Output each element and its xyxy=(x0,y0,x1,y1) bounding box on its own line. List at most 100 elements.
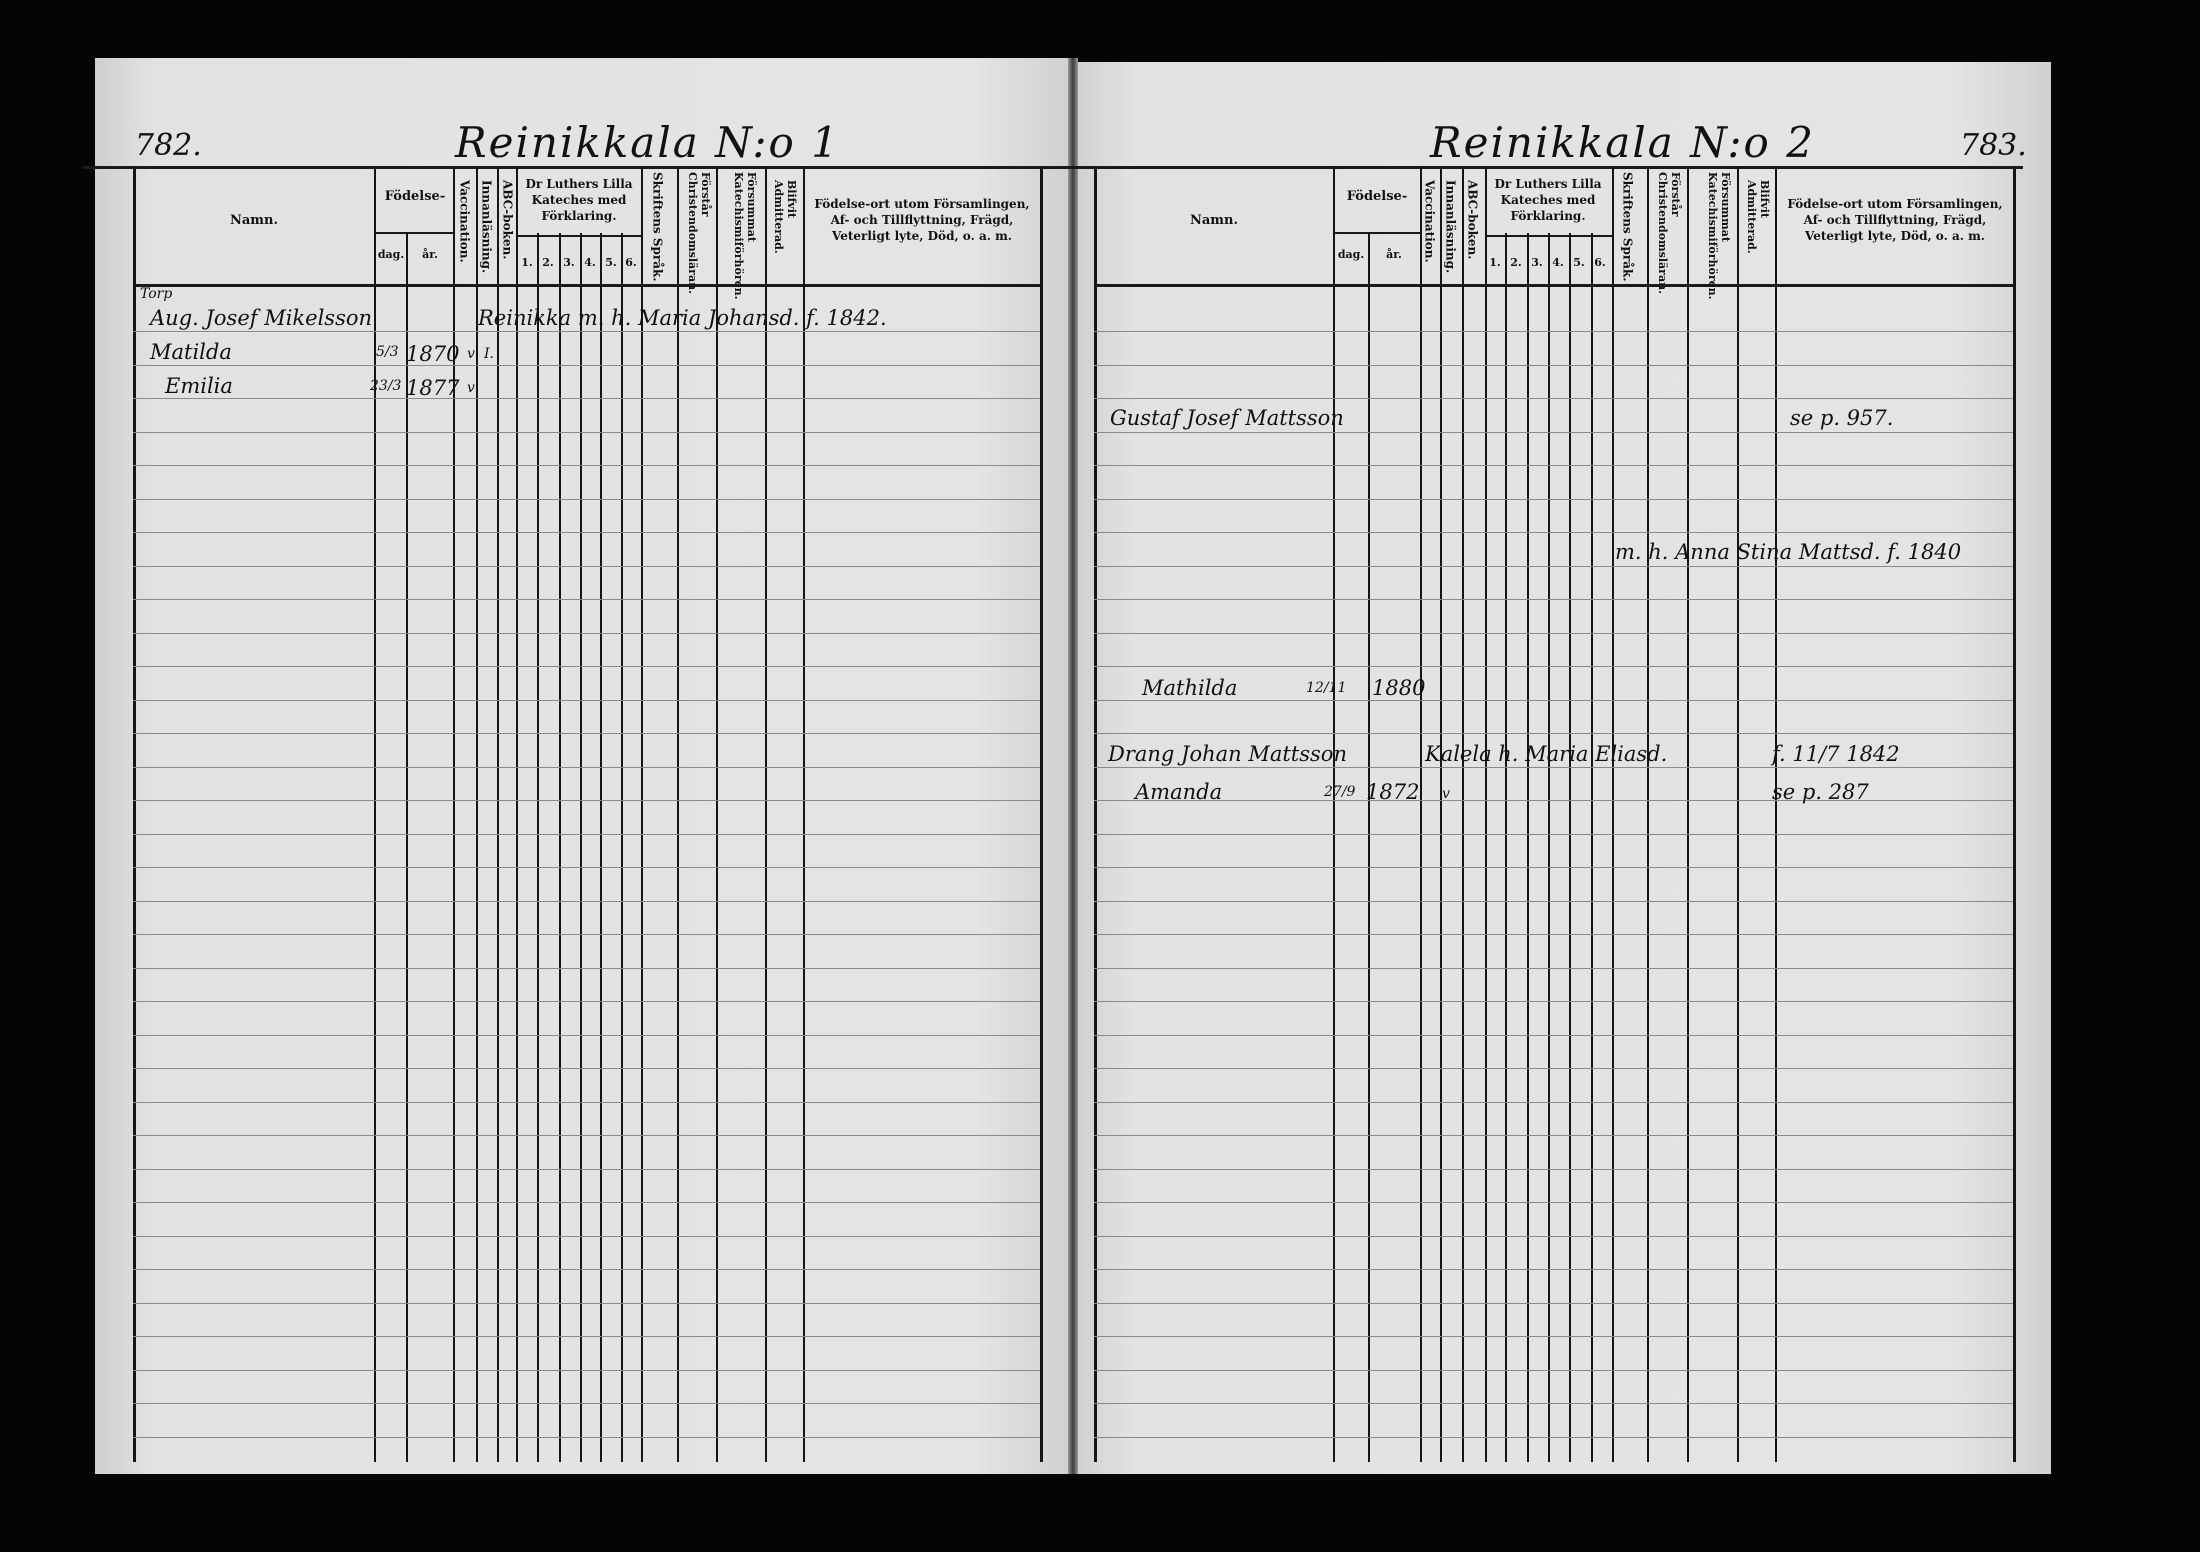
row-rule xyxy=(133,733,1040,734)
row-rule xyxy=(133,1269,1040,1270)
entry-name: Mathilda xyxy=(1142,676,1238,700)
entry-dag: 5/3 xyxy=(376,344,399,360)
column-rule xyxy=(1485,166,1487,1462)
column-rule xyxy=(1775,166,1777,1462)
row-rule xyxy=(1094,967,2013,969)
header-abc: ABC-boken. xyxy=(1465,180,1480,260)
entry-name: Drang Johan Mattsson xyxy=(1108,742,1347,766)
entry-name: Matilda xyxy=(150,340,232,364)
entry-innanlasning: I. xyxy=(484,346,494,362)
column-rule xyxy=(1612,166,1614,1462)
column-rule xyxy=(559,233,561,1462)
row-rule xyxy=(133,364,1040,366)
row-rule xyxy=(1094,1302,2013,1304)
entry-ar: 1880 xyxy=(1372,676,1426,700)
entry-remark: se p. 957. xyxy=(1790,406,1894,430)
row-rule xyxy=(133,967,1040,969)
column-rule xyxy=(580,233,582,1462)
header-k2: 2. xyxy=(542,256,554,269)
book-spine xyxy=(1068,58,1078,1474)
left-page xyxy=(95,58,1073,1474)
row-rule xyxy=(133,1436,1040,1438)
entry-dag: 23/3 xyxy=(370,378,402,394)
entry-vaccination: v xyxy=(467,346,475,362)
row-rule xyxy=(1094,1436,2013,1438)
header-innanlasning: Innanläsning. xyxy=(479,180,494,274)
row-rule xyxy=(1094,1336,2013,1337)
header-skriftens: Skriftens Språk. xyxy=(1620,172,1635,282)
header-fodelse: Födelse- xyxy=(1346,189,1408,204)
entry-vaccination: v xyxy=(467,380,475,396)
column-rule xyxy=(1040,166,1043,1462)
row-rule xyxy=(1094,364,2013,366)
right-page-title: Reinikkala N:o 2 xyxy=(1430,118,1815,167)
row-rule xyxy=(1094,465,2013,466)
column-rule xyxy=(621,233,623,1462)
column-rule xyxy=(677,166,679,1462)
column-rule xyxy=(641,166,643,1462)
row-rule xyxy=(1094,699,2013,701)
row-rule xyxy=(1094,498,2013,500)
entry-name: Emilia xyxy=(165,374,233,398)
column-rule xyxy=(1527,233,1529,1462)
header-fodelse: Födelse- xyxy=(384,189,446,204)
header-k6: 6. xyxy=(625,256,637,269)
header-k5: 5. xyxy=(1573,256,1585,269)
row-rule xyxy=(1094,900,2013,902)
column-rule xyxy=(1440,166,1442,1462)
column-rule xyxy=(516,166,518,1462)
header-top-rule xyxy=(1044,166,2023,169)
row-rule xyxy=(1094,331,2013,332)
row-rule xyxy=(133,699,1040,701)
row-rule xyxy=(133,1001,1040,1002)
row-rule xyxy=(1094,934,2013,935)
row-rule xyxy=(1094,1135,2013,1136)
row-rule xyxy=(133,1068,1040,1069)
header-forstar: Förstår Christendomsläran. xyxy=(685,172,712,294)
column-rule xyxy=(453,166,455,1462)
column-rule xyxy=(374,166,376,1462)
row-rule xyxy=(1094,1101,2013,1103)
entry-remark: f. 11/7 1842 xyxy=(1772,742,1900,766)
entry-note: Torp xyxy=(140,286,173,302)
header-bottom-rule xyxy=(1094,284,2013,287)
header-namn: Namn. xyxy=(229,213,279,228)
row-rule xyxy=(1094,1168,2013,1170)
row-rule xyxy=(1094,565,2013,567)
header-katekes: Dr Luthers Lilla Kateches med Förklaring… xyxy=(1494,177,1602,224)
header-k1: 1. xyxy=(521,256,533,269)
row-rule xyxy=(133,331,1040,332)
column-rule xyxy=(1368,233,1370,1462)
header-blifvit: Blifvit Admitterad. xyxy=(771,180,798,254)
header-fodelseort: Födelse-ort utom Församlingen, Af- och T… xyxy=(814,197,1030,244)
entry-text: Kalela h. Maria Eliasd. xyxy=(1425,742,1668,766)
entry-name: Amanda xyxy=(1135,780,1223,804)
column-rule xyxy=(537,233,539,1462)
row-rule xyxy=(1094,1034,2013,1036)
header-k4: 4. xyxy=(1552,256,1564,269)
entry-ar: 1872 xyxy=(1366,780,1420,804)
row-rule xyxy=(133,1034,1040,1036)
column-rule xyxy=(716,166,718,1462)
column-rule xyxy=(1333,166,1335,1462)
row-rule xyxy=(133,766,1040,768)
row-rule xyxy=(1094,1235,2013,1237)
column-rule xyxy=(1420,166,1422,1462)
row-rule xyxy=(133,1369,1040,1371)
column-rule xyxy=(497,166,499,1462)
column-rule xyxy=(1737,166,1739,1462)
row-rule xyxy=(133,1168,1040,1170)
column-rule xyxy=(765,166,767,1462)
row-rule xyxy=(1094,632,2013,634)
row-rule xyxy=(133,867,1040,868)
header-k2: 2. xyxy=(1510,256,1522,269)
subheader-rule xyxy=(374,232,453,234)
header-skriftens: Skriftens Språk. xyxy=(650,172,665,282)
row-rule xyxy=(133,934,1040,935)
header-bottom-rule xyxy=(133,284,1040,287)
row-rule xyxy=(133,1202,1040,1203)
entry-vaccination: v xyxy=(1442,786,1450,802)
row-rule xyxy=(1094,532,2013,533)
header-k5: 5. xyxy=(605,256,617,269)
header-k3: 3. xyxy=(1531,256,1543,269)
